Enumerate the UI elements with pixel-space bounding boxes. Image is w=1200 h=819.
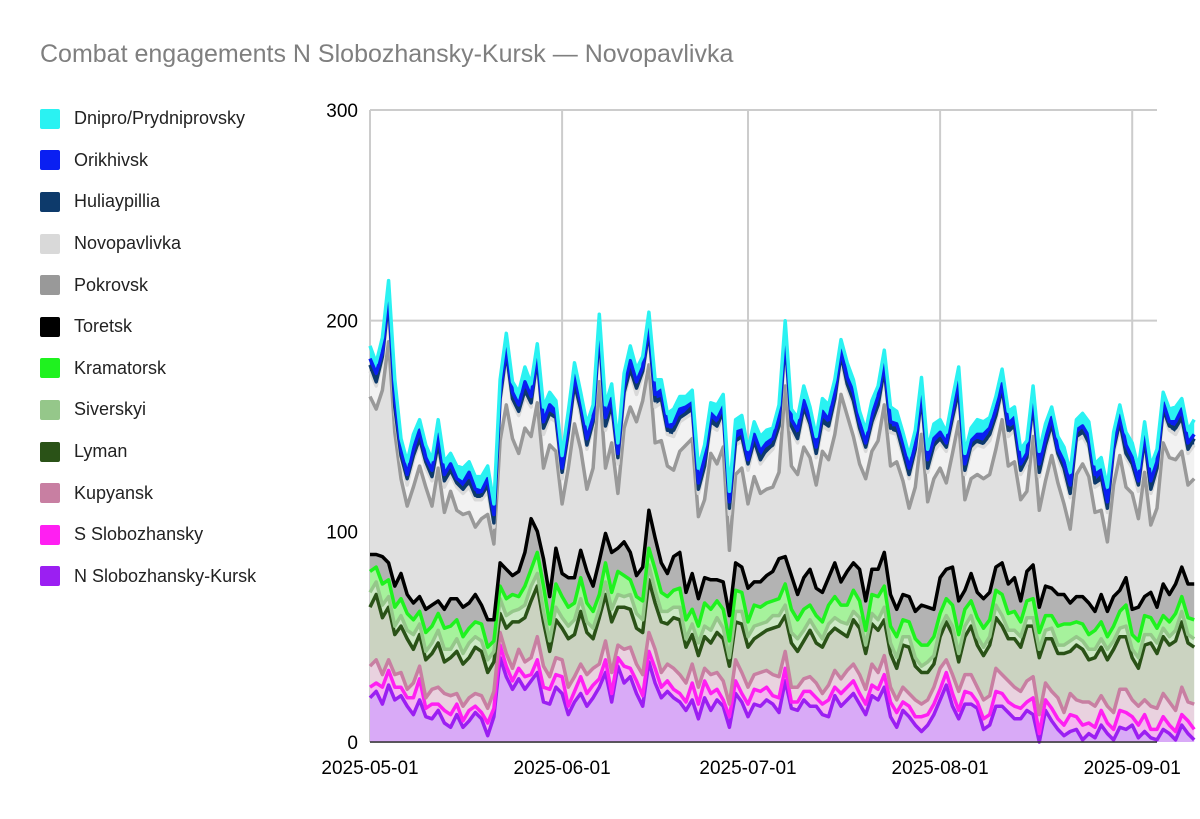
x-tick-label-2: 2025-07-01 bbox=[699, 758, 796, 779]
series-line-6 bbox=[370, 508, 1195, 622]
legend-item: Huliaypillia bbox=[40, 181, 320, 223]
area-3 bbox=[370, 579, 1195, 715]
legend-label: Novopavlivka bbox=[74, 233, 182, 254]
legend-label: Toretsk bbox=[74, 316, 133, 337]
x-tick-label-1: 2025-06-01 bbox=[514, 758, 611, 779]
series-line-1 bbox=[369, 643, 1196, 736]
legend-swatch bbox=[40, 233, 60, 254]
legend-label: Huliaypillia bbox=[74, 191, 161, 212]
legend-item: Toretsk bbox=[40, 306, 320, 348]
legend-label: S Slobozhansky bbox=[74, 524, 204, 545]
legend-item: Siverskyi bbox=[40, 389, 320, 431]
legend-label: Siverskyi bbox=[74, 399, 147, 420]
series-line-3 bbox=[368, 578, 1196, 675]
legend-label: N Slobozhansky-Kursk bbox=[74, 565, 257, 586]
legend-label: Orikhivsk bbox=[74, 149, 149, 170]
legend-swatch bbox=[40, 316, 60, 337]
legend-item: Kramatorsk bbox=[40, 348, 320, 390]
y-tick-label-3: 300 bbox=[326, 101, 358, 122]
area-7 bbox=[370, 341, 1195, 620]
legend-item: N Slobozhansky-Kursk bbox=[40, 556, 320, 598]
legend-item: Pokrovsk bbox=[40, 264, 320, 306]
legend-item: Orikhivsk bbox=[40, 140, 320, 182]
series-line-2 bbox=[368, 630, 1195, 717]
legend-label: Lyman bbox=[74, 441, 128, 462]
legend-item: Kupyansk bbox=[40, 472, 320, 514]
x-tick-label-4: 2025-09-01 bbox=[1084, 758, 1181, 779]
legend-swatch bbox=[40, 441, 60, 462]
legend-swatch bbox=[40, 275, 60, 296]
chart-title: Combat engagements N Slobozhansky-Kursk … bbox=[40, 40, 734, 68]
legend-item: Dnipro/Prydniprovsky bbox=[40, 98, 320, 140]
legend-swatch bbox=[40, 108, 60, 129]
legend-swatch bbox=[40, 150, 60, 171]
legend-label: Kramatorsk bbox=[74, 357, 167, 378]
legend-label: Kupyansk bbox=[74, 482, 154, 503]
legend-swatch bbox=[40, 358, 60, 379]
area-6 bbox=[370, 510, 1195, 648]
series-line-0 bbox=[368, 655, 1196, 744]
y-tick-label-1: 100 bbox=[326, 522, 358, 543]
legend-label: Pokrovsk bbox=[74, 274, 149, 295]
legend-item: S Slobozhansky bbox=[40, 514, 320, 556]
legend-swatch bbox=[40, 191, 60, 212]
legend-swatch bbox=[40, 399, 60, 420]
series-line-7 bbox=[368, 339, 1196, 553]
x-tick-label-3: 2025-08-01 bbox=[892, 758, 989, 779]
legend-swatch bbox=[40, 566, 60, 587]
legend-item: Novopavlivka bbox=[40, 223, 320, 265]
legend-label: Dnipro/Prydniprovsky bbox=[74, 108, 246, 129]
x-tick-label-0: 2025-05-01 bbox=[321, 758, 418, 779]
series-line-5 bbox=[369, 546, 1195, 649]
series-line-11 bbox=[368, 278, 1196, 506]
legend-swatch bbox=[40, 524, 60, 545]
legend-item: Lyman bbox=[40, 431, 320, 473]
legend: Dnipro/Prydniprovsky Orikhivsk Huliaypilli… bbox=[40, 98, 320, 597]
y-tick-label-2: 200 bbox=[326, 312, 358, 333]
legend-swatch bbox=[40, 483, 60, 504]
y-tick-label-0: 0 bbox=[347, 733, 358, 754]
series-line-4 bbox=[368, 563, 1196, 668]
